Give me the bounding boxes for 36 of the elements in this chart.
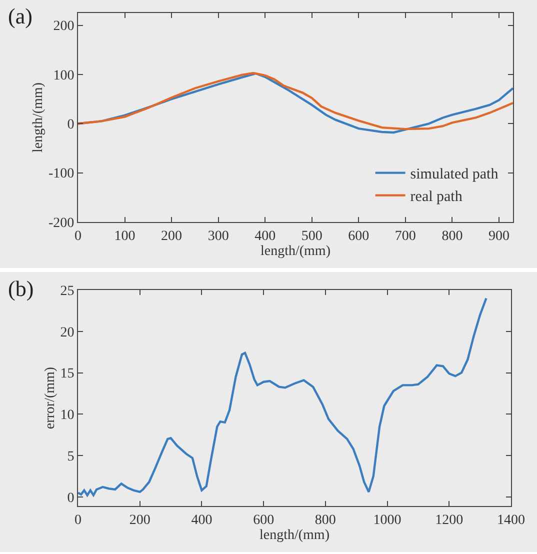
- x-tick-label: 600: [253, 512, 274, 528]
- x-tick-label: 400: [254, 228, 276, 244]
- x-tick-label: 400: [191, 512, 212, 528]
- x-tick-label: 100: [114, 228, 136, 244]
- x-tick-label: 800: [314, 512, 336, 528]
- x-axis-title: length/(mm): [260, 244, 331, 260]
- y-tick-label: 0: [67, 490, 74, 506]
- y-tick-label: 0: [67, 118, 74, 133]
- y-tick-label: 5: [67, 449, 74, 464]
- chart-title: (a): [8, 3, 32, 28]
- legend-label: simulated path: [410, 166, 499, 183]
- chart-title: (b): [8, 276, 34, 301]
- y-tick-label: 10: [60, 408, 74, 424]
- y-tick-label: 25: [60, 284, 74, 299]
- legend-label: real path: [410, 189, 463, 206]
- x-tick-label: 200: [129, 512, 150, 528]
- x-tick-label: 1200: [435, 512, 464, 528]
- x-tick-label: 600: [348, 228, 370, 244]
- y-tick-label: 200: [53, 19, 74, 34]
- x-tick-label: 300: [208, 228, 229, 244]
- x-tick-label: 200: [161, 228, 182, 244]
- x-tick-label: 1400: [497, 512, 525, 528]
- line-series: [78, 297, 488, 496]
- x-tick-label: 900: [488, 228, 510, 244]
- y-axis-title: length/(mm): [31, 82, 46, 152]
- x-axis-title: length/(mm): [260, 528, 330, 544]
- x-tick-label: 1000: [373, 512, 402, 528]
- y-tick-label: 20: [60, 325, 74, 340]
- y-tick-label: 15: [60, 366, 74, 382]
- y-tick-label: 100: [53, 68, 74, 84]
- x-tick-label: 500: [301, 228, 322, 244]
- x-tick-label: 700: [394, 228, 416, 244]
- y-axis-title: error/(mm): [42, 366, 58, 430]
- x-tick-label: 800: [442, 228, 463, 244]
- y-tick-label: -100: [48, 166, 74, 182]
- y-tick-label: -200: [48, 216, 74, 231]
